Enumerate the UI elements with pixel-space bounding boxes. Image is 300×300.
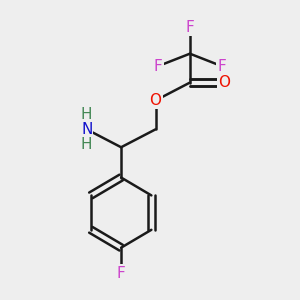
Text: O: O [149,93,161,108]
Text: O: O [218,75,230,90]
Text: F: F [117,266,125,280]
Text: H: H [81,107,92,122]
Text: N: N [81,122,92,137]
Text: F: F [154,58,163,74]
Text: F: F [185,20,194,35]
Text: H: H [81,137,92,152]
Text: F: F [217,58,226,74]
